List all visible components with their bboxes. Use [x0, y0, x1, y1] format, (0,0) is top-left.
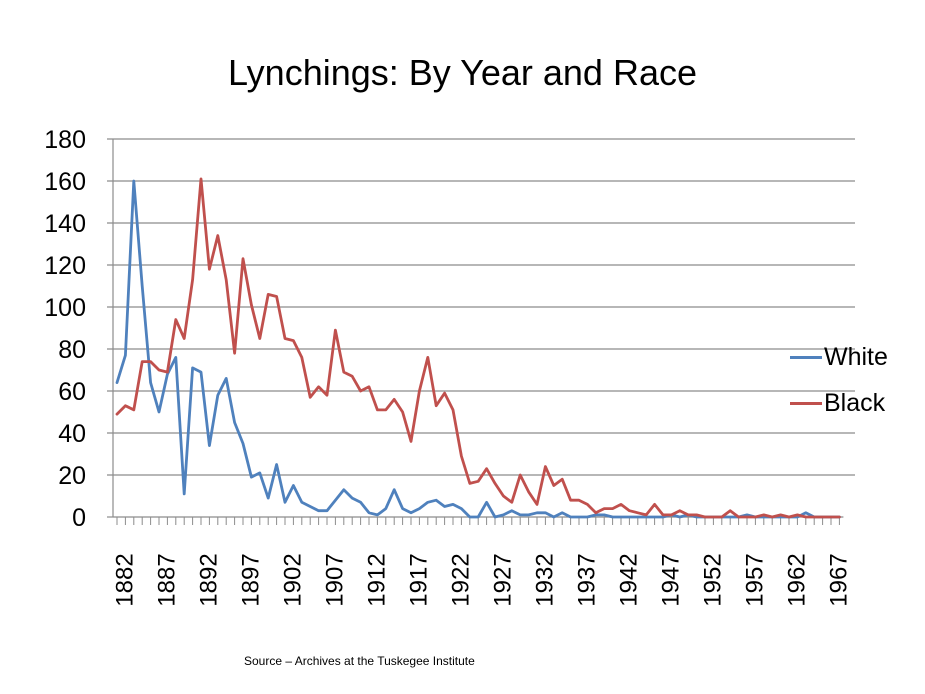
series-line-black: [115, 177, 841, 519]
series-lines: [115, 177, 841, 519]
x-tick-label: 1952: [699, 553, 726, 606]
x-tick-label: 1907: [321, 553, 348, 606]
source-note: Source – Archives at the Tuskegee Instit…: [244, 654, 475, 668]
x-tick-label: 1882: [111, 553, 138, 606]
x-tick-label: 1937: [573, 553, 600, 606]
y-tick-label: 40: [58, 420, 86, 448]
gridlines: [107, 138, 855, 518]
x-tick-label: 1897: [237, 553, 264, 606]
y-axis: 0 20 40 60 80 100 120 140 160 180: [44, 126, 114, 532]
legend-item-black: Black: [790, 380, 888, 426]
x-tick-label: 1917: [405, 553, 432, 606]
y-tick-label: 60: [58, 378, 86, 406]
x-tick-label: 1942: [615, 553, 642, 606]
y-tick-label: 80: [58, 336, 86, 364]
chart-title: Lynchings: By Year and Race: [228, 52, 697, 93]
x-tick-label: 1912: [363, 553, 390, 606]
y-tick-label: 120: [44, 252, 86, 280]
x-tick-label: 1962: [783, 553, 810, 606]
y-tick-label: 160: [44, 168, 86, 196]
x-axis: 1882 1887 1892 1897 1902 1907 1912 1917 1922 1927…: [111, 516, 852, 607]
legend-swatch-white: [790, 355, 822, 359]
x-tick-label: 1967: [825, 553, 852, 606]
x-tick-label: 1947: [657, 553, 684, 606]
legend-label-black: Black: [824, 388, 886, 417]
legend-label-white: White: [824, 342, 888, 371]
x-tick-label: 1927: [489, 553, 516, 606]
legend-swatch-black: [790, 401, 822, 405]
y-tick-label: 100: [44, 294, 86, 322]
y-tick-label: 0: [72, 504, 86, 532]
x-tick-label: 1902: [279, 553, 306, 606]
legend-item-white: White: [790, 334, 888, 380]
y-tick-label: 180: [44, 126, 86, 154]
x-tick-label: 1892: [195, 553, 222, 606]
y-tick-label: 20: [58, 462, 86, 490]
y-tick-label: 140: [44, 210, 86, 238]
x-tick-label: 1932: [531, 553, 558, 606]
x-tick-label: 1957: [741, 553, 768, 606]
x-tick-label: 1922: [447, 553, 474, 606]
legend: White Black: [790, 334, 888, 426]
x-tick-label: 1887: [153, 553, 180, 606]
